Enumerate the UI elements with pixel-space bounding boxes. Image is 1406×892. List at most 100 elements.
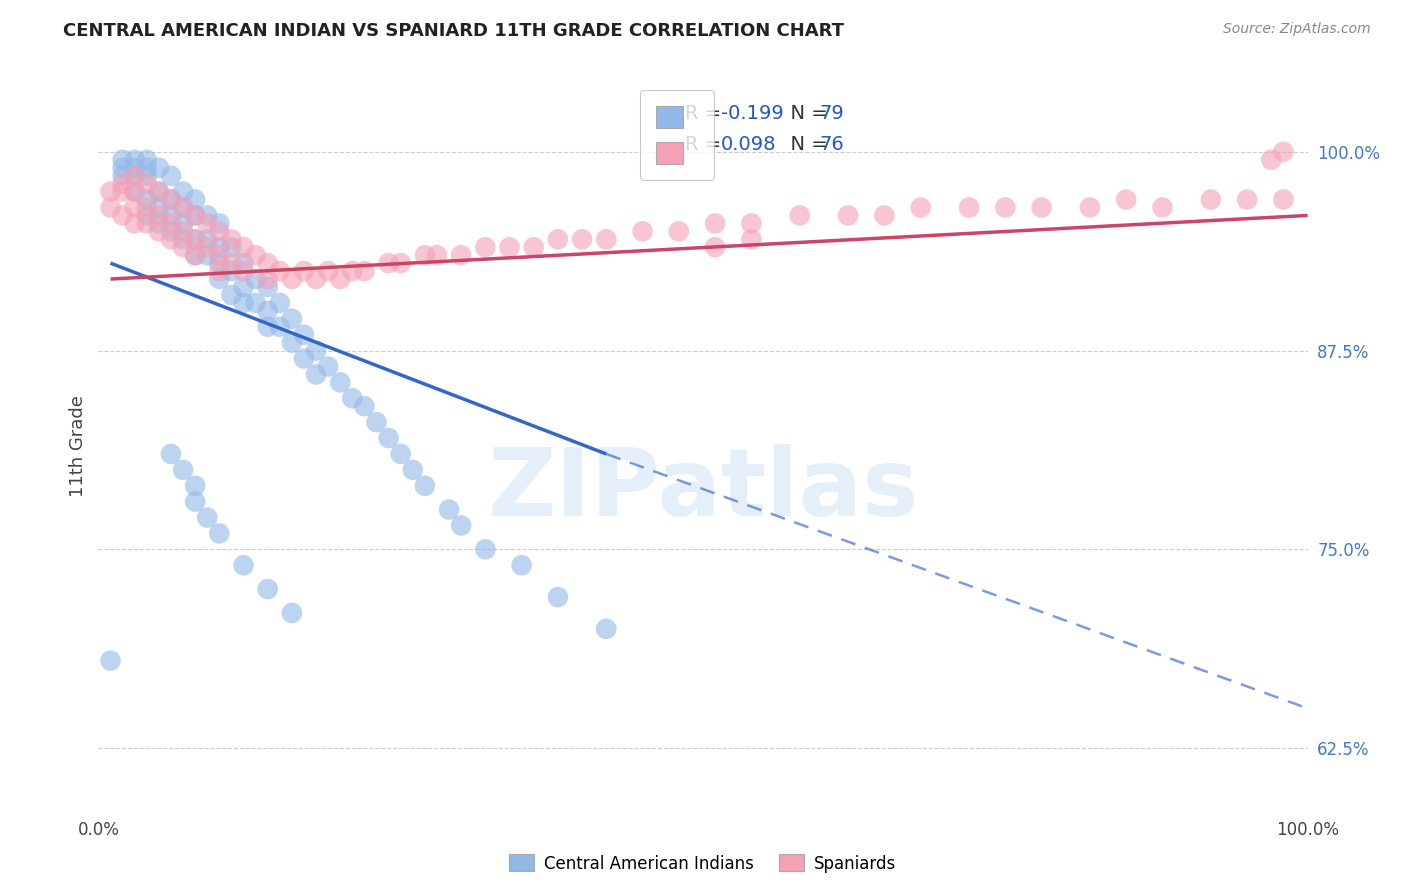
Point bbox=[184, 232, 207, 246]
Point bbox=[232, 280, 254, 294]
Text: R =: R = bbox=[685, 103, 727, 123]
Point bbox=[184, 193, 207, 207]
Point bbox=[172, 185, 194, 199]
Point bbox=[1152, 201, 1174, 215]
Point bbox=[100, 185, 122, 199]
Point bbox=[366, 415, 388, 429]
Point bbox=[135, 177, 157, 191]
Point bbox=[510, 558, 533, 573]
Text: R =: R = bbox=[685, 136, 727, 154]
Point bbox=[740, 216, 762, 230]
Point bbox=[704, 240, 727, 254]
Point bbox=[353, 399, 375, 413]
Point bbox=[292, 351, 315, 366]
Point bbox=[124, 169, 146, 183]
Point bbox=[437, 502, 460, 516]
Point bbox=[148, 161, 170, 175]
Point bbox=[195, 510, 218, 524]
Point bbox=[124, 216, 146, 230]
Point bbox=[208, 264, 231, 278]
Point bbox=[160, 169, 183, 183]
Point bbox=[305, 368, 328, 382]
Text: 76: 76 bbox=[820, 136, 844, 154]
Point bbox=[450, 518, 472, 533]
Point bbox=[124, 185, 146, 199]
Point bbox=[571, 232, 593, 246]
Point bbox=[208, 240, 231, 254]
Point bbox=[135, 209, 157, 223]
Point bbox=[281, 606, 304, 620]
Point bbox=[269, 264, 291, 278]
Point bbox=[124, 201, 146, 215]
Point bbox=[160, 224, 183, 238]
Point bbox=[1260, 153, 1282, 167]
Point bbox=[208, 526, 231, 541]
Point bbox=[221, 256, 243, 270]
Point bbox=[740, 232, 762, 246]
Point bbox=[208, 256, 231, 270]
Point bbox=[245, 248, 267, 262]
Point bbox=[305, 343, 328, 358]
Point bbox=[184, 232, 207, 246]
Point bbox=[1199, 193, 1222, 207]
Point bbox=[160, 216, 183, 230]
Text: Source: ZipAtlas.com: Source: ZipAtlas.com bbox=[1223, 22, 1371, 37]
Point bbox=[172, 216, 194, 230]
Point bbox=[160, 447, 183, 461]
Point bbox=[256, 303, 278, 318]
Point bbox=[413, 248, 436, 262]
Point bbox=[389, 256, 412, 270]
Point bbox=[148, 185, 170, 199]
Point bbox=[135, 193, 157, 207]
Point bbox=[111, 169, 134, 183]
Point bbox=[135, 216, 157, 230]
Point bbox=[195, 248, 218, 262]
Point bbox=[148, 216, 170, 230]
Point bbox=[221, 240, 243, 254]
Text: 0.098: 0.098 bbox=[721, 136, 776, 154]
Point bbox=[269, 296, 291, 310]
Point bbox=[135, 169, 157, 183]
Point bbox=[957, 201, 980, 215]
Point bbox=[342, 392, 364, 406]
Point bbox=[1078, 201, 1101, 215]
Point bbox=[837, 209, 859, 223]
Point bbox=[232, 240, 254, 254]
Point bbox=[595, 622, 617, 636]
Point bbox=[292, 327, 315, 342]
Point bbox=[547, 590, 569, 604]
Point bbox=[111, 209, 134, 223]
Y-axis label: 11th Grade: 11th Grade bbox=[69, 395, 87, 497]
Point bbox=[377, 256, 399, 270]
Point bbox=[111, 153, 134, 167]
Point bbox=[389, 447, 412, 461]
Point bbox=[208, 272, 231, 286]
Point bbox=[172, 224, 194, 238]
Point bbox=[135, 161, 157, 175]
Point bbox=[172, 232, 194, 246]
Point bbox=[402, 463, 425, 477]
Point bbox=[100, 654, 122, 668]
Point bbox=[184, 248, 207, 262]
Point bbox=[111, 161, 134, 175]
Point bbox=[172, 463, 194, 477]
Point bbox=[111, 177, 134, 191]
Point bbox=[1115, 193, 1137, 207]
Point bbox=[184, 479, 207, 493]
Point bbox=[426, 248, 449, 262]
Point bbox=[184, 209, 207, 223]
Point bbox=[474, 542, 496, 557]
Point bbox=[353, 264, 375, 278]
Point bbox=[245, 272, 267, 286]
Point bbox=[1031, 201, 1053, 215]
Point bbox=[172, 240, 194, 254]
Point bbox=[498, 240, 520, 254]
Point bbox=[124, 161, 146, 175]
Point bbox=[342, 264, 364, 278]
Point bbox=[232, 256, 254, 270]
Point bbox=[124, 169, 146, 183]
Point bbox=[111, 185, 134, 199]
Point bbox=[595, 232, 617, 246]
Point bbox=[631, 224, 654, 238]
Point bbox=[269, 319, 291, 334]
